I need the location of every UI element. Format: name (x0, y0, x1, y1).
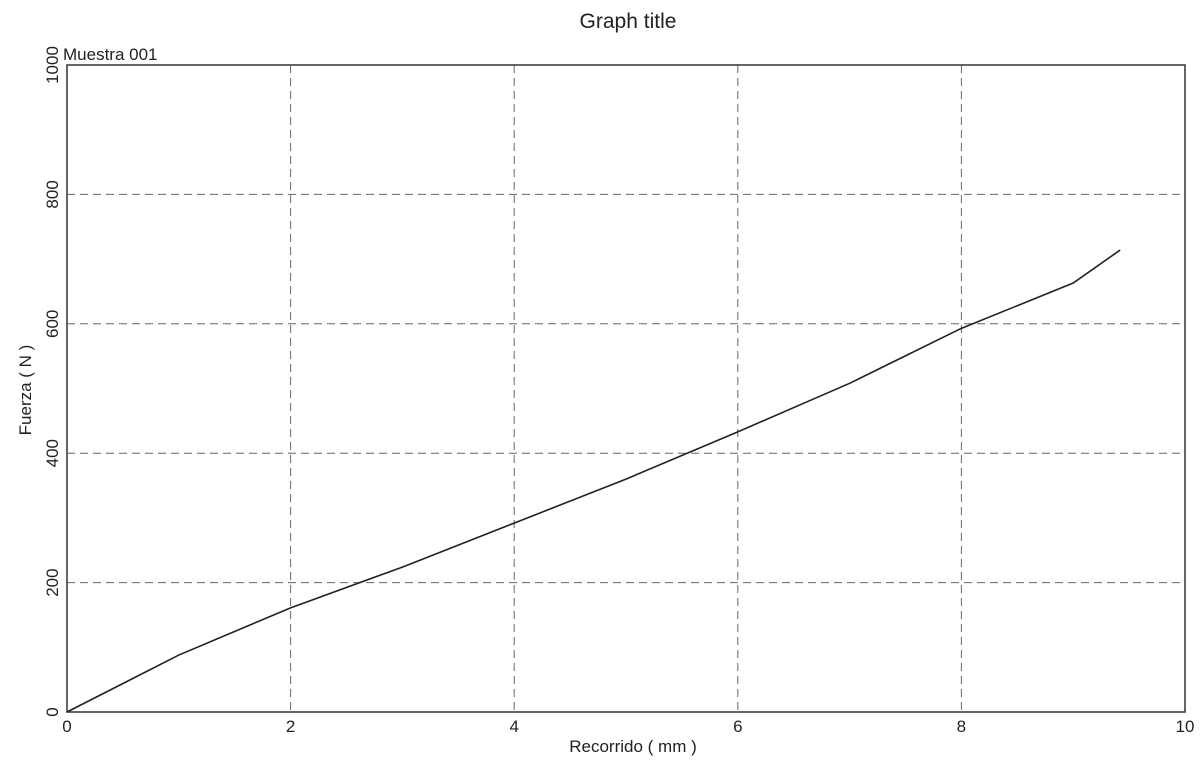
x-tick-label: 4 (509, 717, 518, 736)
y-tick-label: 400 (43, 439, 62, 467)
y-tick-label: 0 (43, 707, 62, 716)
x-tick-label: 2 (286, 717, 295, 736)
x-tick-label: 6 (733, 717, 742, 736)
data-line (66, 249, 1121, 713)
x-axis-label: Recorrido ( mm ) (569, 737, 697, 756)
chart-title: Graph title (580, 10, 677, 33)
y-tick-label: 200 (43, 568, 62, 596)
x-tick-label: 8 (957, 717, 966, 736)
annotation: Muestra 001 (63, 45, 158, 64)
y-axis-label: Fuerza ( N ) (16, 345, 35, 436)
x-tick-label: 10 (1176, 717, 1195, 736)
y-tick-label: 800 (43, 180, 62, 208)
x-tick-label: 0 (62, 717, 71, 736)
plot-frame (66, 64, 1186, 713)
y-tick-label: 1000 (43, 46, 62, 84)
y-tick-label: 600 (43, 310, 62, 338)
